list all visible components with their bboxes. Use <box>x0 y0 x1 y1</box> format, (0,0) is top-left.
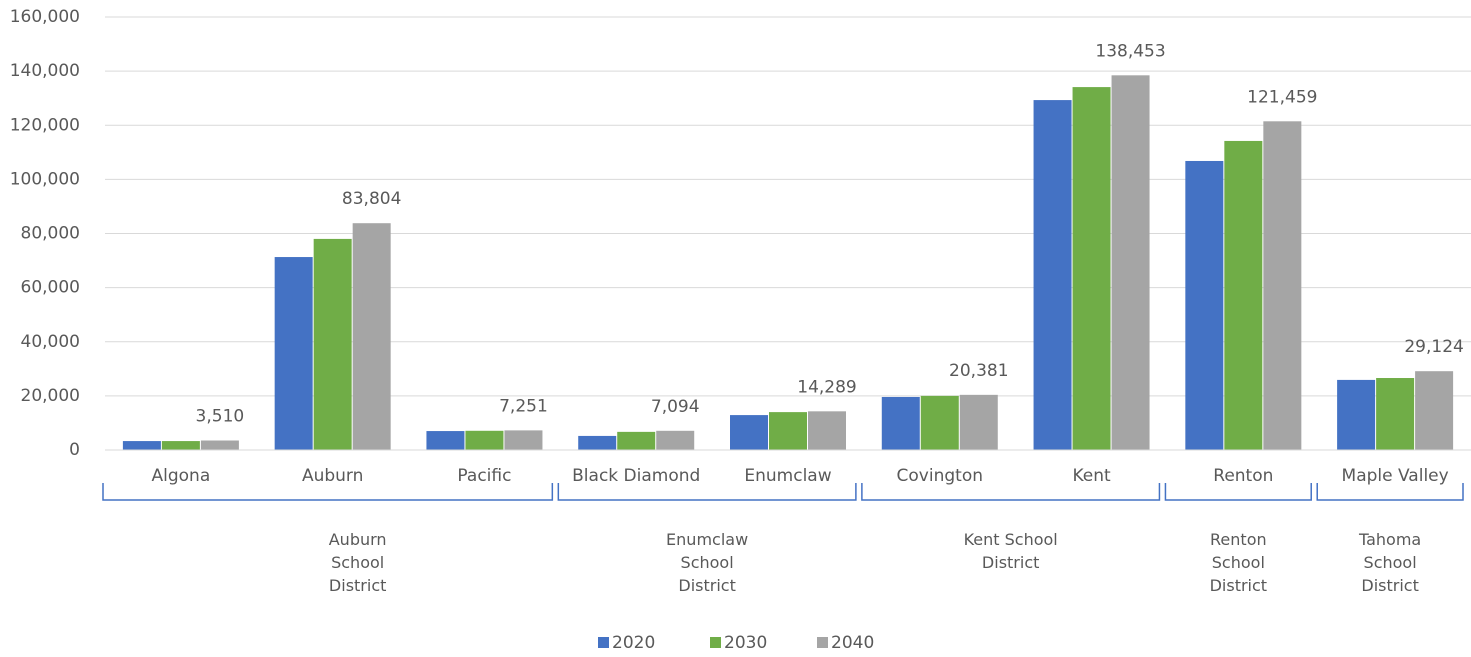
data-label: 138,453 <box>1095 41 1165 61</box>
bar <box>122 441 161 450</box>
x-tick-label: Covington <box>897 466 983 486</box>
bar <box>1033 100 1072 450</box>
data-label: 7,094 <box>651 397 700 417</box>
bar <box>504 430 543 450</box>
group-label: Enumclaw School District <box>666 530 749 595</box>
group-bracket <box>1316 483 1464 501</box>
bar <box>352 223 391 450</box>
x-tick-label: Pacific <box>457 466 511 486</box>
bar <box>1376 378 1415 450</box>
bar <box>1224 140 1263 451</box>
data-label: 14,289 <box>797 377 856 397</box>
bar <box>1072 87 1111 451</box>
x-tick-label: Maple Valley <box>1342 466 1449 486</box>
bar <box>1111 75 1150 450</box>
x-tick-label: Auburn <box>302 466 363 486</box>
bar <box>426 431 465 450</box>
data-label: 29,124 <box>1404 337 1463 357</box>
y-tick-label: 160,000 <box>10 7 80 27</box>
bar <box>920 395 959 450</box>
data-label: 7,251 <box>499 396 548 416</box>
x-tick-label: Renton <box>1213 466 1273 486</box>
bar <box>200 440 239 450</box>
data-label: 83,804 <box>342 189 401 209</box>
bar <box>313 238 352 450</box>
y-tick-label: 40,000 <box>21 332 80 352</box>
bar <box>808 411 846 450</box>
group-label: Renton School District <box>1209 530 1268 595</box>
bar <box>1337 379 1376 450</box>
legend-label: 2020 <box>612 633 655 653</box>
bar <box>1263 121 1302 451</box>
bar <box>617 431 656 450</box>
x-tick-label: Black Diamond <box>572 466 700 486</box>
bar <box>769 412 807 450</box>
x-tick-label: Kent <box>1072 466 1111 486</box>
bar <box>465 430 504 450</box>
group-bracket <box>102 483 554 501</box>
group-bracket <box>1164 483 1312 501</box>
legend-swatch <box>598 637 609 648</box>
bar <box>959 394 998 450</box>
y-tick-label: 60,000 <box>21 278 80 298</box>
group-label: Kent School District <box>963 530 1058 572</box>
bar <box>1185 160 1224 450</box>
data-label: 20,381 <box>949 361 1008 381</box>
y-tick-label: 20,000 <box>21 386 80 406</box>
group-bracket <box>861 483 1161 501</box>
legend-swatch <box>817 637 828 648</box>
y-tick-label: 80,000 <box>21 224 80 244</box>
bar <box>1415 371 1454 450</box>
group-bracket <box>557 483 857 501</box>
y-tick-label: 0 <box>69 440 80 460</box>
x-tick-label: Enumclaw <box>744 466 831 486</box>
bar <box>656 430 695 450</box>
legend-label: 2040 <box>831 633 874 653</box>
group-label: Tahoma School District <box>1358 530 1422 595</box>
bar <box>730 415 768 450</box>
group-label: Auburn School District <box>328 530 387 595</box>
bar <box>161 441 200 450</box>
bar <box>274 257 313 450</box>
data-label: 3,510 <box>196 407 245 427</box>
legend-swatch <box>710 637 721 648</box>
y-tick-label: 140,000 <box>10 61 80 81</box>
bar <box>578 435 617 450</box>
bar <box>881 396 920 450</box>
data-label: 121,459 <box>1247 87 1317 107</box>
x-tick-label: Algona <box>152 466 211 486</box>
legend-label: 2030 <box>724 633 767 653</box>
y-tick-label: 100,000 <box>10 169 80 189</box>
y-tick-label: 120,000 <box>10 115 80 135</box>
